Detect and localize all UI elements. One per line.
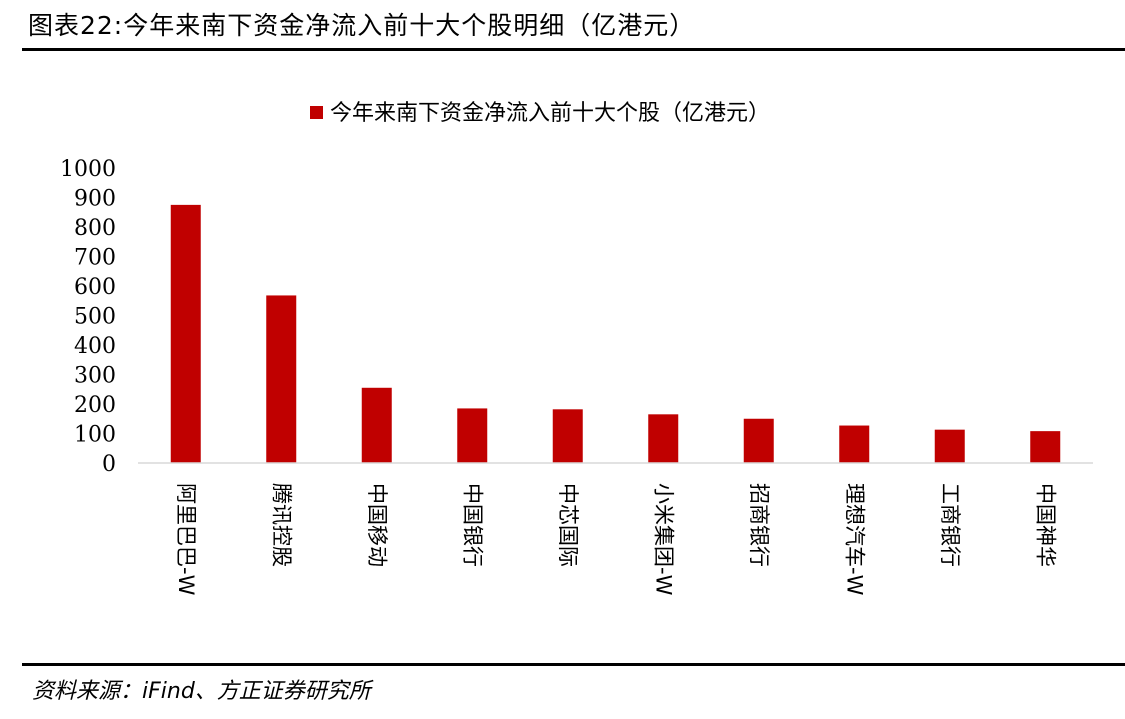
bar (839, 425, 870, 463)
bar (170, 204, 201, 463)
bars (170, 204, 1061, 463)
legend-label: 今年来南下资金净流入前十大个股（亿港元） (330, 101, 770, 126)
bar (743, 418, 774, 463)
x-axis: 阿里巴巴-W 腾讯控股 中国移动 中国银行 中芯国际 小米集团-W 招商银行 理想汽车-W 工商… (174, 483, 1058, 596)
y-tick-label: 100 (74, 423, 116, 448)
y-tick-label: 500 (74, 305, 116, 330)
x-tick-label: 理想汽车-W (842, 483, 866, 596)
x-tick-label: 阿里巴巴-W (174, 483, 198, 596)
y-tick-label: 200 (74, 393, 116, 418)
y-axis: 0 100 200 300 400 500 600 700 800 900 1000 (60, 157, 116, 477)
y-tick-label: 700 (74, 246, 116, 271)
bar-chart: 今年来南下资金净流入前十大个股（亿港元） 0 100 200 300 400 500 600… (60, 101, 1093, 596)
top-rule (22, 48, 1125, 51)
x-tick-label: 中国银行 (460, 483, 484, 567)
bar (457, 408, 488, 463)
x-tick-label: 腾讯控股 (269, 483, 293, 567)
chart-legend: 今年来南下资金净流入前十大个股（亿港元） (310, 101, 770, 126)
figure-title: 图表22:今年来南下资金净流入前十大个股明细（亿港元） (28, 11, 696, 40)
bar (361, 387, 392, 463)
bar (934, 429, 965, 463)
y-tick-label: 1000 (60, 157, 116, 182)
x-tick-label: 工商银行 (938, 483, 962, 567)
bar (1030, 431, 1061, 463)
bar (552, 409, 583, 463)
y-tick-label: 300 (74, 364, 116, 389)
x-tick-label: 中国移动 (365, 483, 389, 567)
x-tick-label: 中芯国际 (556, 483, 580, 567)
x-tick-label: 中国神华 (1033, 483, 1057, 567)
x-tick-label: 招商银行 (747, 483, 771, 567)
source-note: 资料来源：iFind、方正证券研究所 (32, 679, 371, 704)
y-tick-label: 0 (102, 452, 116, 477)
y-tick-label: 800 (74, 216, 116, 241)
y-tick-label: 600 (74, 275, 116, 300)
y-tick-label: 900 (74, 187, 116, 212)
bottom-rule (22, 663, 1125, 666)
bar (648, 414, 679, 463)
y-tick-label: 400 (74, 334, 116, 359)
legend-swatch (310, 106, 323, 119)
bar (266, 295, 297, 463)
x-tick-label: 小米集团-W (651, 483, 675, 596)
